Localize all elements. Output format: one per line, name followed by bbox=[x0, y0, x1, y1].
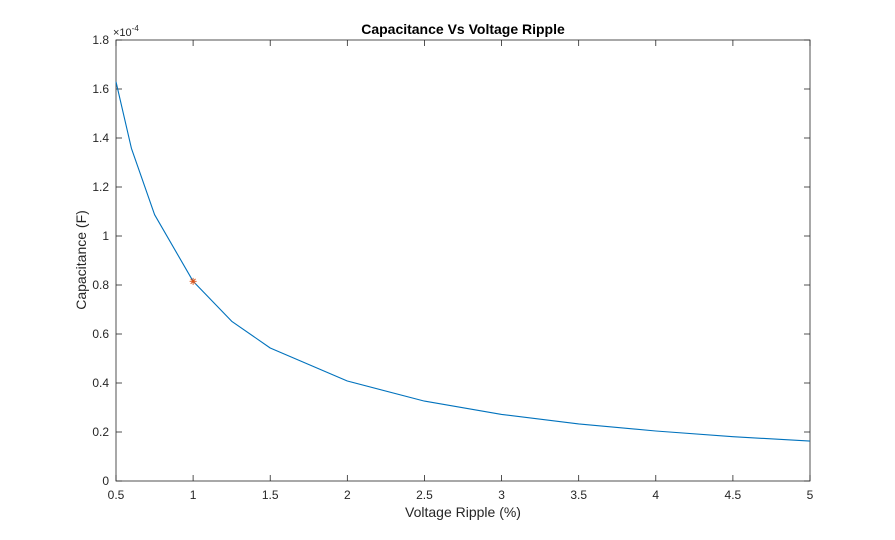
y-tick-label: 0.6 bbox=[92, 327, 109, 341]
series-line bbox=[115, 81, 811, 442]
y-tick-label: 1 bbox=[102, 229, 109, 243]
series-layer bbox=[115, 81, 811, 442]
x-tick-label: 1.5 bbox=[262, 488, 279, 502]
plot-area: 0.5 1 1.5 2 2.5 3 3.5 4 4.5 5 0 0.2 0.4 0.6 0.8 1 1.2 1.… bbox=[92, 33, 813, 502]
y-tick-label: 0.8 bbox=[92, 278, 109, 292]
x-tick-label: 4.5 bbox=[725, 488, 742, 502]
x-tick-label: 2 bbox=[344, 488, 351, 502]
exponent-base: ×10 bbox=[113, 27, 132, 39]
x-axis-ticks: 0.5 1 1.5 2 2.5 3 3.5 4 4.5 5 bbox=[108, 40, 814, 502]
x-tick-label: 1 bbox=[190, 488, 197, 502]
y-tick-label: 0.2 bbox=[92, 425, 109, 439]
x-tick-label: 2.5 bbox=[416, 488, 433, 502]
svg-text:×10-4: ×10-4 bbox=[113, 24, 139, 39]
y-axis-exponent: ×10-4 bbox=[113, 24, 139, 39]
y-axis-ticks: 0 0.2 0.4 0.6 0.8 1 1.2 1.4 1.6 1.8 bbox=[92, 33, 810, 488]
y-tick-label: 1.4 bbox=[92, 131, 109, 145]
y-tick-label: 1.6 bbox=[92, 82, 109, 96]
axes-box bbox=[115, 39, 811, 482]
x-tick-label: 4 bbox=[652, 488, 659, 502]
y-tick-label: 0.4 bbox=[92, 376, 109, 390]
x-tick-label: 5 bbox=[807, 488, 814, 502]
x-tick-label: 0.5 bbox=[108, 488, 125, 502]
x-axis-label: Voltage Ripple (%) bbox=[405, 504, 521, 520]
chart-title: Capacitance Vs Voltage Ripple bbox=[361, 21, 565, 37]
y-tick-label: 1.2 bbox=[92, 180, 109, 194]
x-tick-label: 3.5 bbox=[570, 488, 587, 502]
y-tick-label: 0 bbox=[102, 474, 109, 488]
y-tick-label: 1.8 bbox=[92, 33, 109, 47]
y-axis-label: Capacitance (F) bbox=[73, 210, 89, 310]
exponent-power: -4 bbox=[132, 24, 140, 33]
data-point-marker bbox=[189, 277, 197, 285]
x-tick-label: 3 bbox=[498, 488, 505, 502]
